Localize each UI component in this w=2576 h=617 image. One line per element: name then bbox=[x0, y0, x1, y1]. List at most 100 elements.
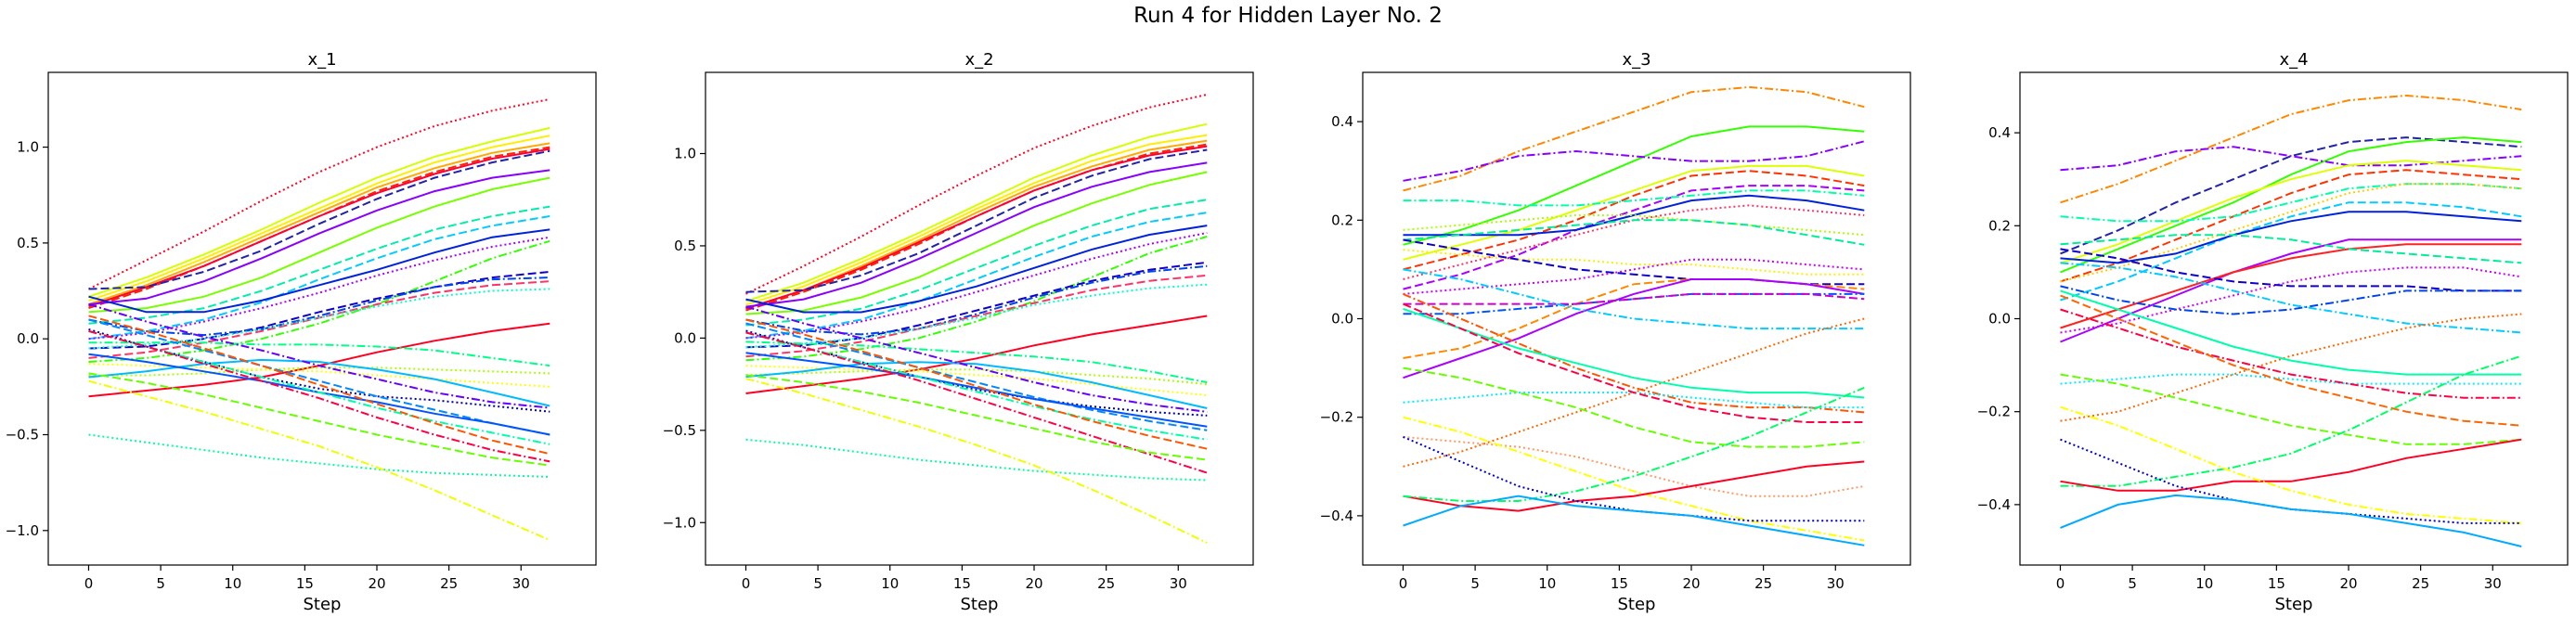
series-line-7 bbox=[745, 148, 1208, 293]
series-line-27 bbox=[745, 352, 1208, 428]
x-axis-label: Step bbox=[961, 595, 999, 614]
x-tick-label: 20 bbox=[2339, 575, 2357, 592]
series-line-10 bbox=[88, 205, 550, 325]
series-line-20 bbox=[745, 341, 1208, 384]
series-line-24 bbox=[2060, 354, 2522, 487]
x-tick-label: 30 bbox=[512, 575, 530, 592]
series-line-28 bbox=[2060, 494, 2522, 547]
y-tick-label: −0.2 bbox=[1320, 409, 1353, 426]
series-line-19 bbox=[1403, 268, 1865, 330]
x-tick-label: 0 bbox=[1399, 575, 1408, 592]
y-tick-label: 0.0 bbox=[1988, 311, 2011, 328]
series-line-21 bbox=[1403, 292, 1865, 414]
series-line-19 bbox=[2060, 289, 2522, 376]
series-line-19 bbox=[88, 322, 550, 398]
series-line-32 bbox=[88, 433, 550, 478]
series-line-13 bbox=[1403, 258, 1865, 295]
y-tick-label: 1.0 bbox=[17, 139, 39, 156]
x-tick-label: 15 bbox=[296, 575, 314, 592]
series-line-17 bbox=[88, 280, 550, 359]
subplot-title: x_1 bbox=[307, 50, 336, 70]
series-line-10 bbox=[745, 199, 1208, 327]
series-line-17 bbox=[2060, 262, 2522, 334]
x-tick-label: 20 bbox=[1682, 575, 1700, 592]
series-line-24 bbox=[745, 305, 1208, 413]
y-tick-label: −1.0 bbox=[663, 514, 696, 531]
series-line-2 bbox=[1403, 125, 1865, 246]
series-line-8 bbox=[2060, 183, 2522, 283]
series-line-1 bbox=[88, 97, 550, 290]
x-axis-label: Step bbox=[304, 595, 342, 614]
series-line-9 bbox=[2060, 201, 2522, 302]
series-line-31 bbox=[745, 374, 1208, 461]
series-line-19 bbox=[745, 315, 1208, 394]
series-line-6 bbox=[1403, 185, 1865, 290]
series-line-3 bbox=[745, 134, 1208, 306]
series-line-14 bbox=[2060, 266, 2522, 334]
x-tick-label: 5 bbox=[156, 575, 165, 592]
series-line-10 bbox=[1403, 214, 1865, 237]
series-line-24 bbox=[88, 303, 550, 409]
series-line-30 bbox=[1403, 435, 1865, 522]
series-line-3 bbox=[1403, 140, 1865, 182]
subplot-title: x_4 bbox=[2279, 50, 2308, 70]
series-line-11 bbox=[1403, 219, 1865, 246]
x-tick-label: 25 bbox=[1097, 575, 1115, 592]
series-line-32 bbox=[745, 438, 1208, 482]
series-line-21 bbox=[745, 368, 1208, 386]
series-line-4 bbox=[1403, 164, 1865, 261]
series-line-28 bbox=[745, 331, 1208, 441]
series-line-6 bbox=[745, 145, 1208, 310]
x-tick-label: 10 bbox=[2195, 575, 2213, 592]
y-tick-label: 0.2 bbox=[1988, 217, 2011, 234]
x-tick-label: 5 bbox=[2128, 575, 2137, 592]
x-tick-label: 15 bbox=[953, 575, 971, 592]
x-tick-label: 20 bbox=[1025, 575, 1042, 592]
x-tick-label: 25 bbox=[1754, 575, 1772, 592]
series-line-5 bbox=[1403, 170, 1865, 271]
series-line-9 bbox=[745, 171, 1208, 315]
x-tick-label: 5 bbox=[813, 575, 822, 592]
y-tick-label: −0.2 bbox=[1977, 404, 2011, 420]
series-line-15 bbox=[88, 270, 550, 350]
series-line-23 bbox=[745, 361, 1208, 409]
y-tick-label: 0.2 bbox=[1331, 212, 1353, 228]
series-line-22 bbox=[88, 363, 550, 388]
x-axis-label: Step bbox=[1618, 595, 1656, 614]
series-line-18 bbox=[88, 288, 550, 350]
y-tick-label: 0.5 bbox=[17, 235, 39, 251]
x-axis-label: Step bbox=[2275, 595, 2313, 614]
series-line-33 bbox=[745, 378, 1208, 545]
series-line-31 bbox=[88, 372, 550, 467]
series-line-11 bbox=[745, 212, 1208, 340]
series-line-23 bbox=[1403, 392, 1865, 409]
series-line-25 bbox=[1403, 366, 1865, 448]
x-tick-label: 25 bbox=[440, 575, 458, 592]
y-tick-label: 0.4 bbox=[1988, 124, 2011, 141]
series-line-14 bbox=[88, 239, 550, 363]
y-tick-label: 1.0 bbox=[674, 146, 696, 162]
series-line-2 bbox=[88, 126, 550, 298]
y-tick-label: −0.4 bbox=[1977, 496, 2011, 513]
series-line-31 bbox=[1403, 495, 1865, 546]
series-line-27 bbox=[1403, 416, 1865, 542]
series-line-9 bbox=[88, 176, 550, 314]
series-line-7 bbox=[88, 149, 550, 290]
series-line-8 bbox=[745, 161, 1208, 308]
x-tick-label: 10 bbox=[224, 575, 241, 592]
series-line-22 bbox=[2060, 294, 2522, 427]
series-line-13 bbox=[88, 236, 550, 341]
x-tick-label: 25 bbox=[2412, 575, 2429, 592]
subplot-title: x_3 bbox=[1622, 50, 1650, 70]
x-tick-label: 0 bbox=[84, 575, 94, 592]
series-line-24 bbox=[1403, 302, 1865, 423]
series-line-20 bbox=[88, 341, 550, 367]
x-tick-label: 5 bbox=[1470, 575, 1480, 592]
series-line-28 bbox=[1403, 460, 1865, 512]
series-line-2 bbox=[2060, 136, 2522, 255]
y-tick-label: −1.0 bbox=[6, 522, 39, 539]
series-line-11 bbox=[2060, 238, 2522, 343]
x-tick-label: 10 bbox=[1538, 575, 1556, 592]
series-line-29 bbox=[88, 315, 550, 456]
